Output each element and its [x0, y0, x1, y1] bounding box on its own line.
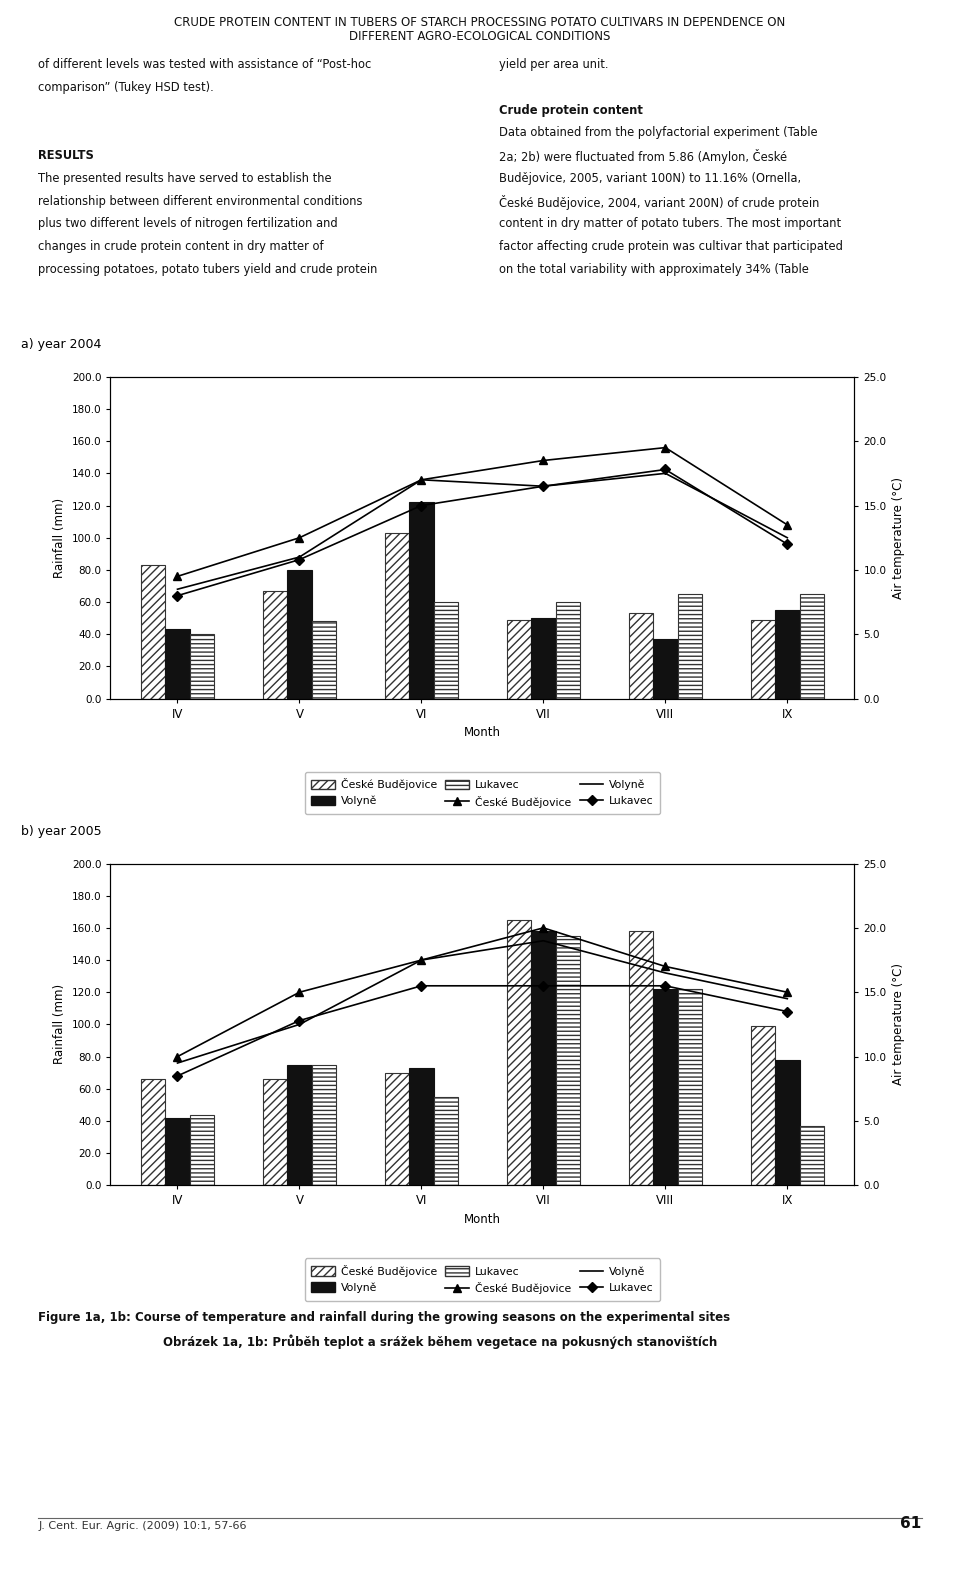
Bar [385, 532, 409, 699]
Text: DIFFERENT AGRO-ECOLOGICAL CONDITIONS: DIFFERENT AGRO-ECOLOGICAL CONDITIONS [349, 30, 611, 42]
Y-axis label: Rainfall (mm): Rainfall (mm) [53, 984, 66, 1064]
Bar [629, 614, 653, 699]
Legend: České Budějovice, Volyně, Lukavec, České Budějovice, Volyně, Lukavec: České Budějovice, Volyně, Lukavec, České… [304, 1259, 660, 1302]
Bar [312, 622, 336, 699]
Text: a) year 2004: a) year 2004 [21, 338, 102, 352]
Bar [409, 502, 434, 699]
Text: Obrázek 1a, 1b: Průběh teplot a srážek během vegetace na pokusných stanovištích: Obrázek 1a, 1b: Průběh teplot a srážek b… [163, 1334, 717, 1349]
Bar [409, 1068, 434, 1185]
Text: yield per area unit.: yield per area unit. [499, 58, 609, 71]
Y-axis label: Air temperature (°C): Air temperature (°C) [892, 477, 905, 598]
Text: Crude protein content: Crude protein content [499, 104, 643, 116]
Bar [800, 1126, 824, 1185]
Text: 61: 61 [900, 1515, 922, 1531]
Bar [800, 593, 824, 699]
Bar [678, 593, 702, 699]
Text: CRUDE PROTEIN CONTENT IN TUBERS OF STARCH PROCESSING POTATO CULTIVARS IN DEPENDE: CRUDE PROTEIN CONTENT IN TUBERS OF STARC… [175, 16, 785, 28]
Bar [165, 630, 190, 699]
Text: České Budějovice, 2004, variant 200N) of crude protein: České Budějovice, 2004, variant 200N) of… [499, 195, 820, 210]
Y-axis label: Rainfall (mm): Rainfall (mm) [53, 498, 66, 578]
Bar [287, 570, 312, 699]
Text: of different levels was tested with assistance of “Post-hoc: of different levels was tested with assi… [38, 58, 372, 71]
Text: comparison” (Tukey HSD test).: comparison” (Tukey HSD test). [38, 82, 214, 94]
Text: RESULTS: RESULTS [38, 149, 94, 162]
X-axis label: Month: Month [464, 727, 501, 739]
Bar [556, 936, 580, 1185]
Bar [141, 565, 165, 699]
Bar [434, 603, 458, 699]
Bar [678, 989, 702, 1185]
Legend: České Budějovice, Volyně, Lukavec, České Budějovice, Volyně, Lukavec: České Budějovice, Volyně, Lukavec, České… [304, 772, 660, 815]
Text: factor affecting crude protein was cultivar that participated: factor affecting crude protein was culti… [499, 240, 843, 253]
Text: on the total variability with approximately 34% (Table: on the total variability with approximat… [499, 262, 809, 276]
Bar [556, 603, 580, 699]
Bar [263, 590, 287, 699]
Bar [287, 1064, 312, 1185]
Bar [751, 620, 775, 699]
Text: plus two different levels of nitrogen fertilization and: plus two different levels of nitrogen fe… [38, 218, 338, 231]
Bar [629, 931, 653, 1185]
Y-axis label: Air temperature (°C): Air temperature (°C) [892, 964, 905, 1085]
Bar [141, 1079, 165, 1185]
Bar [751, 1027, 775, 1185]
Bar [653, 639, 678, 699]
Text: Figure 1a, 1b: Course of temperature and rainfall during the growing seasons on : Figure 1a, 1b: Course of temperature and… [38, 1311, 731, 1324]
Text: processing potatoes, potato tubers yield and crude protein: processing potatoes, potato tubers yield… [38, 262, 378, 276]
Bar [434, 1097, 458, 1185]
Bar [531, 619, 556, 699]
Text: relationship between different environmental conditions: relationship between different environme… [38, 195, 363, 207]
Bar [190, 634, 214, 699]
Text: b) year 2005: b) year 2005 [21, 824, 102, 838]
Bar [165, 1118, 190, 1185]
Text: Budějovice, 2005, variant 100N) to 11.16% (Ornella,: Budějovice, 2005, variant 100N) to 11.16… [499, 173, 802, 185]
Bar [531, 931, 556, 1185]
Bar [312, 1064, 336, 1185]
Bar [190, 1115, 214, 1185]
Bar [507, 920, 531, 1185]
Bar [385, 1072, 409, 1185]
Bar [507, 620, 531, 699]
Text: Data obtained from the polyfactorial experiment (Table: Data obtained from the polyfactorial exp… [499, 127, 818, 140]
Text: J. Cent. Eur. Agric. (2009) 10:1, 57-66: J. Cent. Eur. Agric. (2009) 10:1, 57-66 [38, 1521, 247, 1531]
Text: content in dry matter of potato tubers. The most important: content in dry matter of potato tubers. … [499, 218, 841, 231]
Bar [263, 1079, 287, 1185]
Text: 2a; 2b) were fluctuated from 5.86 (Amylon, České: 2a; 2b) were fluctuated from 5.86 (Amylo… [499, 149, 787, 165]
X-axis label: Month: Month [464, 1214, 501, 1226]
Text: The presented results have served to establish the: The presented results have served to est… [38, 173, 332, 185]
Text: changes in crude protein content in dry matter of: changes in crude protein content in dry … [38, 240, 324, 253]
Bar [775, 1060, 800, 1185]
Bar [775, 611, 800, 699]
Bar [653, 989, 678, 1185]
